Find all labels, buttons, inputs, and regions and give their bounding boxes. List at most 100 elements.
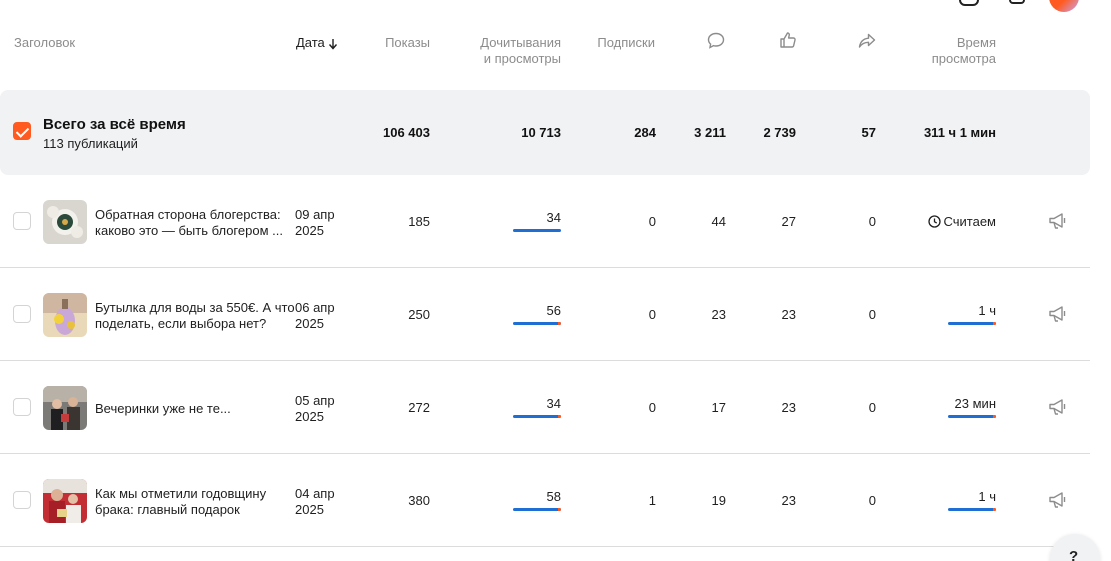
post-subs: 0 (648, 214, 656, 229)
summary-subs: 284 (634, 125, 656, 140)
select-all-checkbox[interactable] (13, 122, 31, 140)
col-views-header[interactable]: Показы (385, 35, 430, 50)
col-subs-header[interactable]: Подписки (597, 35, 655, 50)
reads-bar (513, 415, 561, 418)
post-title[interactable]: Вечеринки уже не те... (95, 401, 231, 416)
post-date: 06 апр 2025 (295, 300, 335, 332)
reads-bar (513, 229, 561, 232)
time-bar (948, 322, 996, 325)
post-comments: 19 (711, 493, 726, 508)
row-checkbox[interactable] (13, 305, 31, 323)
post-views: 272 (408, 400, 430, 415)
col-time-header[interactable]: Время просмотра (915, 35, 996, 67)
table-row[interactable]: Бутылка для воды за 550€. А что поделать… (0, 268, 1090, 361)
summary-row: Всего за всё время 113 публикаций 106 40… (0, 90, 1090, 175)
post-thumbnail[interactable] (43, 386, 87, 430)
post-views: 250 (408, 307, 430, 322)
post-date-year: 2025 (295, 409, 324, 424)
time-bar (948, 508, 996, 511)
post-title[interactable]: Как мы отметили годовщину брака: главный… (95, 486, 267, 517)
post-shares: 0 (868, 400, 876, 415)
col-reads-header[interactable]: Дочитывания и просмотры (460, 35, 561, 67)
comment-icon (707, 32, 725, 49)
summary-time: 311 ч 1 мин (923, 125, 996, 140)
post-likes: 23 (781, 307, 796, 322)
post-date: 05 апр 2025 (295, 393, 335, 425)
post-time: 23 мин (954, 396, 996, 411)
post-time: Считаем (896, 214, 996, 229)
post-time: 1 ч (978, 303, 996, 318)
row-checkbox[interactable] (13, 212, 31, 230)
reads-bar (513, 508, 561, 511)
col-reads-line2: и просмотры (483, 51, 561, 66)
post-subs: 1 (648, 493, 656, 508)
summary-views: 106 403 (383, 125, 430, 140)
top-toolbar (951, 0, 1111, 12)
post-date-day: 05 апр (295, 393, 335, 408)
col-reads-line1: Дочитывания (480, 35, 561, 50)
thumb-up-icon (780, 32, 796, 48)
camera-icon[interactable] (959, 0, 979, 6)
post-title[interactable]: Бутылка для воды за 550€. А что поделать… (95, 300, 295, 331)
post-comments: 17 (711, 400, 726, 415)
promote-icon[interactable] (1048, 212, 1068, 230)
post-date: 09 апр 2025 (295, 207, 335, 239)
post-thumbnail[interactable] (43, 293, 87, 337)
post-time: 1 ч (978, 489, 996, 504)
clock-icon (927, 215, 941, 228)
post-comments: 23 (711, 307, 726, 322)
summary-reads: 10 713 (521, 125, 561, 140)
avatar[interactable] (1049, 0, 1079, 12)
post-date: 04 апр 2025 (295, 486, 335, 518)
post-reads: 34 (546, 210, 561, 225)
post-likes: 23 (781, 493, 796, 508)
post-shares: 0 (868, 214, 876, 229)
post-shares: 0 (868, 493, 876, 508)
promote-icon[interactable] (1048, 491, 1068, 509)
col-date-label: Дата (296, 35, 325, 50)
promote-icon[interactable] (1048, 398, 1068, 416)
col-time-line1: Время (956, 35, 996, 50)
share-icon (858, 33, 876, 48)
row-checkbox[interactable] (13, 398, 31, 416)
table-row[interactable]: Как мы отметили годовщину брака: главный… (0, 454, 1090, 547)
reads-bar (513, 322, 561, 325)
post-date-year: 2025 (295, 316, 324, 331)
post-date-year: 2025 (295, 502, 324, 517)
post-shares: 0 (868, 307, 876, 322)
post-likes: 23 (781, 400, 796, 415)
post-date-year: 2025 (295, 223, 324, 238)
post-comments: 44 (711, 214, 726, 229)
post-subs: 0 (648, 400, 656, 415)
post-title[interactable]: Обратная сторона блогерства: каково это … (95, 207, 283, 238)
post-reads: 56 (546, 303, 561, 318)
post-likes: 27 (781, 214, 796, 229)
post-date-day: 04 апр (295, 486, 335, 501)
post-date-day: 09 апр (295, 207, 335, 222)
summary-likes: 2 739 (763, 125, 796, 140)
post-subs: 0 (648, 307, 656, 322)
promote-icon[interactable] (1048, 305, 1068, 323)
col-title-header[interactable]: Заголовок (14, 35, 76, 50)
post-thumbnail[interactable] (43, 479, 87, 523)
summary-title: Всего за всё время (43, 116, 186, 133)
col-likes-header[interactable] (779, 31, 797, 49)
table-row[interactable]: Обратная сторона блогерства: каково это … (0, 175, 1090, 268)
col-comments-header[interactable] (707, 32, 725, 49)
post-views: 380 (408, 493, 430, 508)
post-thumbnail[interactable] (43, 200, 87, 244)
summary-shares: 57 (861, 125, 876, 140)
col-time-line2: просмотра (931, 51, 996, 66)
table-row[interactable]: Вечеринки уже не те... 05 апр 2025 272 3… (0, 361, 1090, 454)
row-checkbox[interactable] (13, 491, 31, 509)
summary-subtitle: 113 публикаций (43, 136, 138, 151)
chat-icon[interactable] (1009, 0, 1025, 4)
col-shares-header[interactable] (858, 32, 876, 49)
time-bar (948, 415, 996, 418)
post-reads: 58 (546, 489, 561, 504)
post-date-day: 06 апр (295, 300, 335, 315)
col-date-header[interactable]: Дата (296, 35, 338, 51)
sort-down-icon (329, 38, 338, 50)
post-time-label: Считаем (943, 214, 996, 229)
